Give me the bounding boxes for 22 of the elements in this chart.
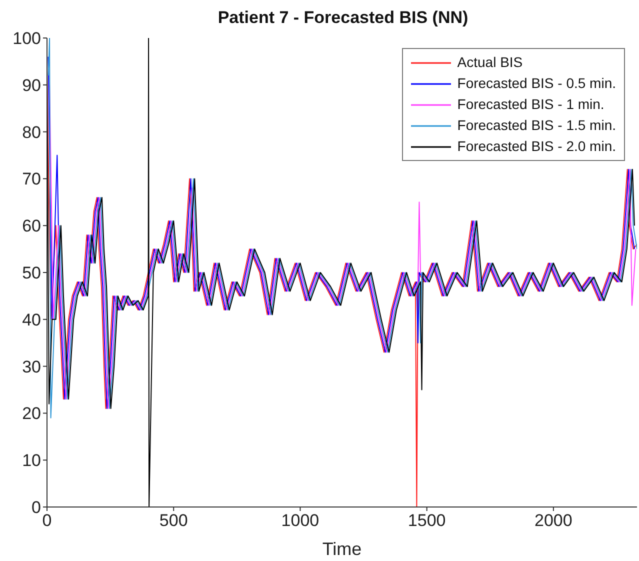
x-axis-title: Time: [322, 539, 362, 559]
chart-title: Patient 7 - Forecasted BIS (NN): [216, 8, 470, 28]
y-tick-label: 40: [22, 310, 41, 330]
x-tick-label: 1500: [408, 511, 446, 530]
x-tick-label: 500: [159, 511, 188, 530]
x-tick-label: 1000: [281, 511, 320, 530]
x-tick-label: 2000: [534, 511, 572, 530]
y-tick-label: 50: [22, 264, 41, 283]
y-tick-label: 100: [12, 29, 41, 48]
y-tick-label: 20: [22, 404, 41, 424]
legend-label: Actual BIS: [457, 53, 523, 72]
y-tick-label: 90: [22, 76, 41, 95]
y-tick-label: 0: [32, 498, 41, 518]
y-tick-label: 70: [22, 170, 41, 189]
legend-label: Forecasted BIS - 2.0 min.: [457, 137, 616, 156]
y-tick-label: 10: [22, 451, 41, 470]
y-tick-label: 30: [22, 357, 41, 376]
legend-label: Forecasted BIS - 1 min.: [457, 95, 604, 114]
y-tick-label: 80: [22, 122, 41, 142]
legend-label: Forecasted BIS - 0.5 min.: [457, 74, 616, 93]
y-tick-label: 60: [22, 216, 41, 236]
legend-label: Forecasted BIS - 1.5 min.: [457, 116, 616, 135]
